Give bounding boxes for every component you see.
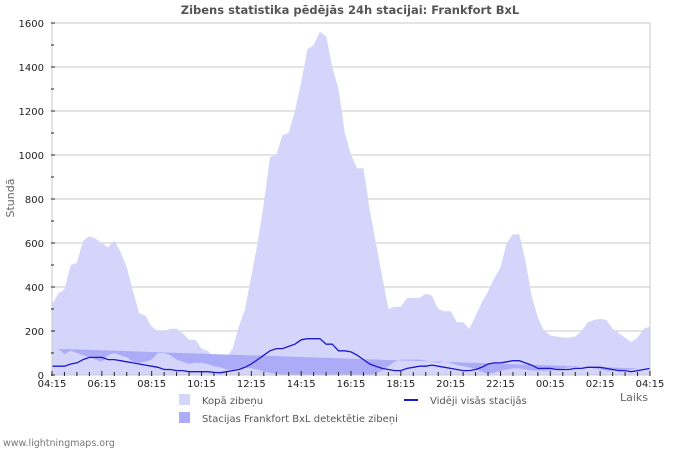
svg-text:10:15: 10:15 [187,379,216,390]
svg-text:04:15: 04:15 [636,379,665,390]
svg-text:06:15: 06:15 [87,379,116,390]
svg-text:800: 800 [25,195,44,206]
legend-swatch-station [179,412,190,423]
svg-text:200: 200 [25,327,44,338]
legend-label-station: Stacijas Frankfort BxL detektētie zibeņi [202,414,398,425]
svg-text:600: 600 [25,239,44,250]
footer-site-link[interactable]: www.lightningmaps.org [3,438,115,449]
svg-text:400: 400 [25,283,44,294]
svg-text:1600: 1600 [19,19,44,30]
svg-text:1400: 1400 [19,63,44,74]
plot-area [52,31,651,376]
svg-text:12:15: 12:15 [237,379,266,390]
average-all-stations-line [52,338,651,374]
y-axis-title: Stundā [4,179,17,218]
svg-text:04:15: 04:15 [38,379,67,390]
legend: Kopā zibeņu Stacijas Frankfort BxL detek… [179,394,527,425]
svg-text:00:15: 00:15 [536,379,565,390]
svg-text:1200: 1200 [19,107,44,118]
legend-swatch-total [179,394,190,405]
svg-text:14:15: 14:15 [287,379,316,390]
svg-text:0: 0 [38,371,44,382]
chart-title: Zibens statistika pēdējās 24h stacijai: … [180,3,520,17]
svg-text:08:15: 08:15 [137,379,166,390]
svg-text:1000: 1000 [19,151,44,162]
y-axis-ticks: 0 200 400 600 800 1000 1200 1400 1600 [19,19,55,382]
legend-label-total: Kopā zibeņu [202,396,263,407]
svg-text:20:15: 20:15 [436,379,465,390]
total-lightning-area [52,31,650,376]
legend-swatch-average [404,399,418,401]
x-axis-title: Laiks [620,391,648,404]
svg-text:18:15: 18:15 [386,379,415,390]
legend-label-average: Vidēji visās stacijās [430,396,527,407]
svg-text:02:15: 02:15 [586,379,615,390]
svg-text:22:15: 22:15 [486,379,515,390]
station-detected-area [52,348,638,375]
svg-text:16:15: 16:15 [337,379,366,390]
x-axis-ticks: 04:15 06:15 08:15 10:15 12:15 14:15 16:15 18:15… [38,371,665,390]
